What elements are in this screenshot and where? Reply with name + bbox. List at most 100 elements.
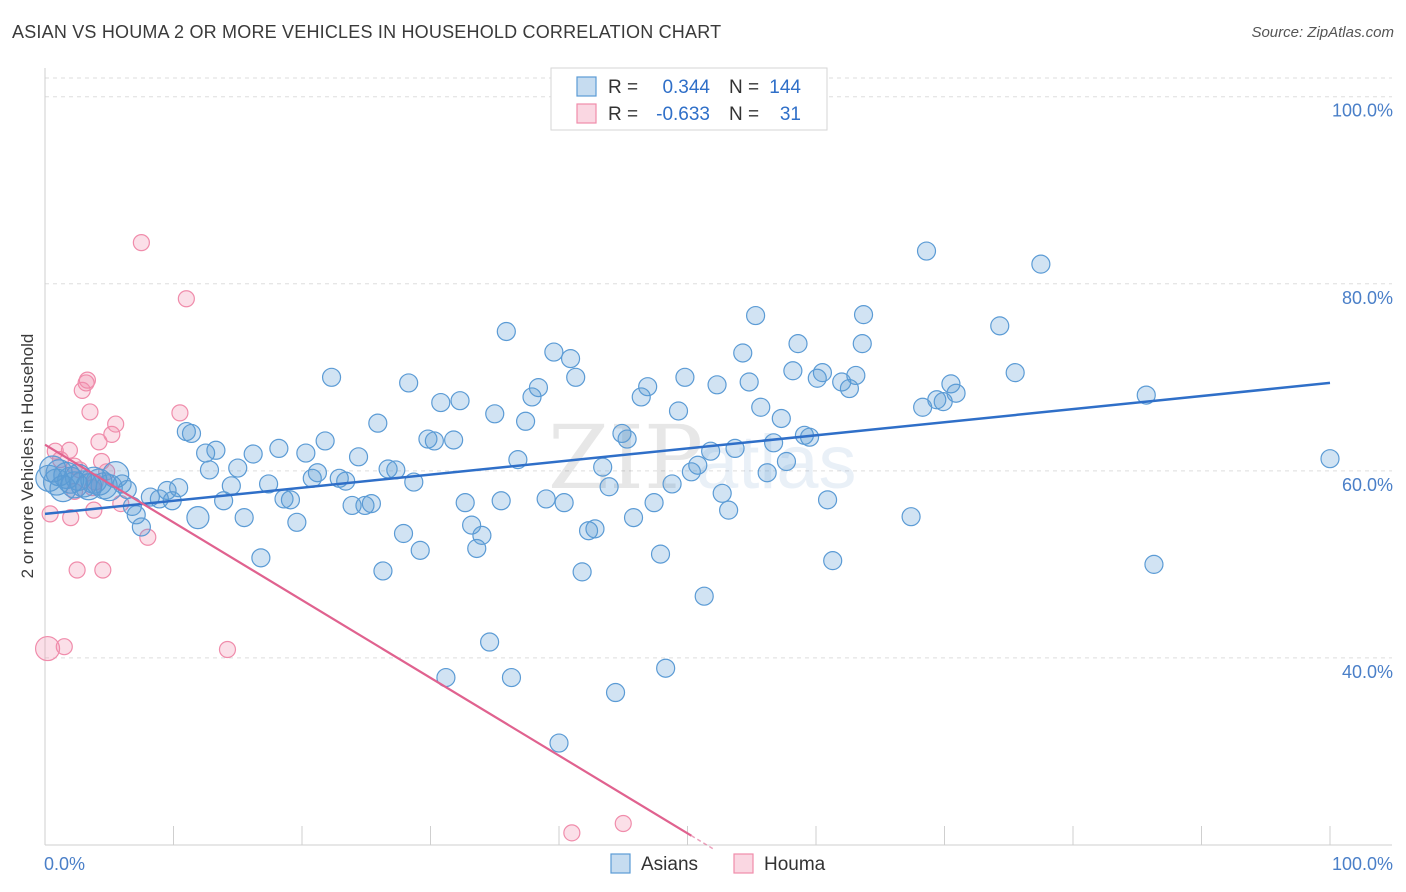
asians-point [315, 431, 335, 451]
asians-point [757, 463, 777, 483]
asians-point [788, 334, 808, 354]
asians-point [823, 551, 843, 571]
asians-point [258, 474, 279, 494]
x-tick-label-min: 0.0% [44, 854, 85, 874]
asians-point [599, 477, 619, 497]
asians-point [946, 383, 966, 403]
asians-point [368, 413, 388, 433]
asians-point [990, 316, 1010, 336]
asians-point [852, 334, 872, 354]
legend-box: R = 0.344 N = 144 R = -0.633 N = 31 [550, 67, 828, 131]
asians-point [280, 490, 301, 510]
legend-r-label: R = [608, 77, 638, 98]
asians-point [528, 378, 549, 398]
asians-point [605, 682, 626, 703]
asians-point [901, 507, 921, 527]
asians-point [269, 438, 289, 459]
asians-point [206, 440, 226, 460]
asians-point [95, 474, 123, 502]
asians-point [536, 489, 556, 509]
asians-point [746, 305, 766, 326]
bottom-legend-label-houma: Houma [764, 854, 826, 875]
asians-point [444, 430, 464, 450]
houma-point [94, 561, 112, 579]
asians-point [1005, 363, 1025, 383]
legend-r-label: R = [608, 104, 638, 125]
bottom-legend-swatch-asians [610, 853, 631, 874]
bottom-legend: Asians Houma [610, 853, 826, 875]
houma-point [563, 824, 581, 842]
houma-point [139, 528, 157, 546]
asians-point [348, 447, 369, 467]
asians-point [462, 515, 482, 535]
asians-point [638, 377, 658, 397]
houma-point [218, 640, 237, 659]
asians-points [35, 241, 1340, 753]
asians-point [719, 500, 739, 520]
asians-point [612, 423, 632, 444]
asians-point [386, 460, 406, 480]
asians-point [53, 461, 81, 490]
asians-point [739, 372, 759, 392]
y-tick-label: 60.0% [1342, 475, 1393, 495]
houma-point [34, 635, 61, 662]
houma-trend-line [44, 443, 692, 837]
houma-point [77, 374, 95, 392]
y-tick-label: 40.0% [1342, 662, 1393, 682]
asians-point [650, 544, 671, 564]
houma-point [614, 814, 632, 833]
asians-point [751, 397, 771, 417]
source-label: Source: ZipAtlas.com [1251, 24, 1394, 41]
asians-point [549, 733, 569, 753]
asians-point [410, 540, 430, 560]
asians-point [617, 429, 637, 449]
asians-point [234, 508, 254, 528]
asians-point [763, 433, 784, 453]
asians-point [783, 361, 803, 381]
asians-point [181, 423, 202, 444]
houma-point [55, 638, 73, 656]
asians-trend-line [44, 381, 1331, 516]
asians-point [131, 517, 151, 537]
asians-point [287, 512, 307, 532]
asians-point [515, 411, 536, 431]
y-tick-label: 100.0% [1332, 101, 1393, 121]
legend-swatch-asians [576, 76, 597, 97]
asians-point [644, 493, 664, 513]
asians-point [807, 368, 827, 388]
asians-point [472, 525, 492, 545]
houma-point [90, 433, 108, 451]
asians-point [424, 431, 444, 451]
houma-point [81, 403, 99, 421]
houma-point [62, 509, 80, 527]
asians-point [221, 476, 241, 496]
asians-point [941, 374, 961, 394]
asians-point [560, 349, 581, 369]
asians-point [694, 586, 714, 606]
asians-point [916, 241, 937, 261]
legend-r-value: 0.344 [662, 77, 710, 98]
asians-point [572, 562, 592, 582]
asians-point [707, 375, 727, 395]
asians-point [656, 658, 676, 678]
asians-point [321, 367, 342, 387]
asians-point [307, 463, 328, 483]
asians-point [776, 451, 797, 472]
legend-n-value: 144 [769, 77, 801, 98]
y-axis-title: 2 or more Vehicles in Household [18, 334, 37, 579]
asians-point [157, 480, 177, 501]
asians-point [585, 519, 605, 539]
asians-point [623, 508, 644, 528]
asians-point [336, 471, 356, 491]
asians-point [733, 343, 753, 363]
asians-point [1031, 254, 1051, 274]
asians-point [450, 391, 470, 411]
asians-point [771, 408, 791, 429]
asians-point [393, 523, 414, 544]
asians-point [832, 372, 852, 392]
asians-point [480, 632, 500, 652]
legend-n-value: 31 [780, 104, 801, 125]
legend-r-value: -0.633 [656, 104, 710, 125]
asians-point [846, 365, 866, 386]
